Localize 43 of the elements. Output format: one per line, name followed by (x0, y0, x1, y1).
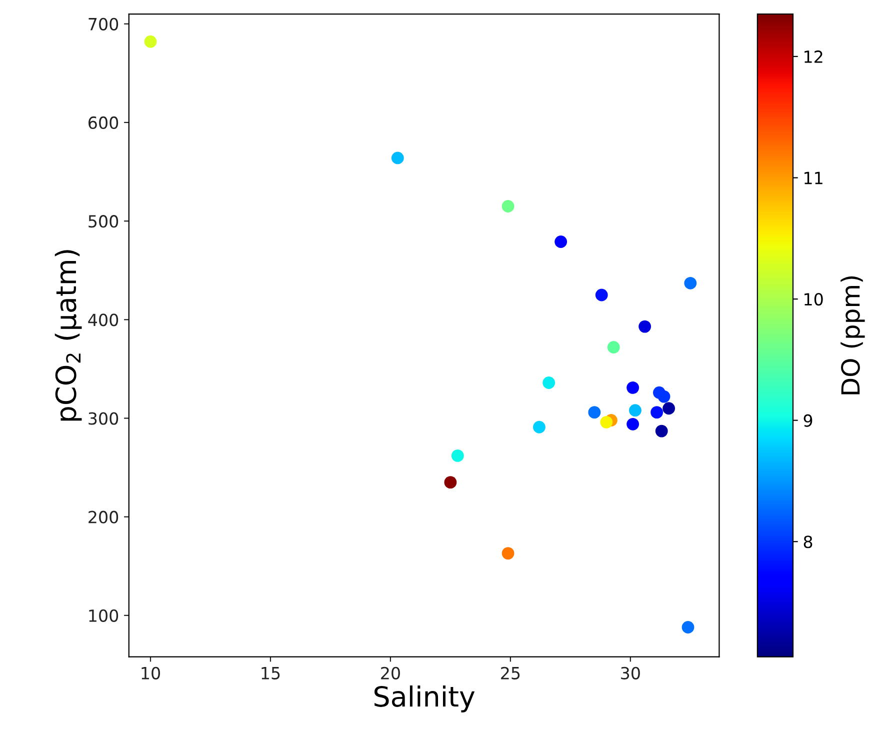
point (144, 35, 157, 48)
x-tick-label: 15 (262, 667, 280, 680)
point (391, 152, 404, 164)
y-tick-label: 200 (88, 510, 118, 524)
point (554, 236, 568, 248)
color-bar-label: 11 (804, 172, 822, 184)
point (650, 406, 664, 419)
y-tick-label: 400 (88, 314, 118, 326)
point (684, 276, 697, 290)
y-tick-label: 700 (88, 18, 118, 30)
color-bar-label: 12 (804, 50, 822, 63)
y-axis-title: pCO$_{2}$ (µatm) (54, 250, 82, 421)
point (533, 420, 546, 434)
point (662, 402, 676, 415)
point (542, 376, 556, 389)
point (595, 288, 608, 302)
point (655, 424, 668, 438)
x-tick-label: 10 (142, 666, 160, 680)
point (607, 341, 620, 354)
x-tick-label: 25 (501, 666, 520, 680)
point (444, 476, 457, 489)
x-tick-label: 30 (621, 666, 640, 680)
point (502, 200, 514, 212)
point (638, 320, 652, 333)
point (658, 390, 670, 403)
point (629, 404, 642, 417)
y-tick-label: 300 (88, 412, 118, 425)
point (588, 406, 601, 419)
color-bar-label: 10 (804, 293, 823, 306)
point (682, 621, 694, 634)
y-tick-label: 500 (88, 215, 118, 228)
point (626, 418, 640, 430)
point (502, 547, 514, 560)
color-bar-title: DO (ppm) (840, 276, 865, 394)
point (451, 449, 464, 462)
point (626, 381, 640, 394)
x-axis-title: Salinity (374, 685, 475, 712)
y-tick-label: 600 (88, 116, 118, 130)
color-bar-label: 8 (804, 536, 812, 548)
y-tick-label: 100 (89, 609, 118, 622)
point (600, 416, 613, 428)
color-bar-label: 9 (804, 414, 812, 427)
x-tick-label: 20 (381, 666, 400, 680)
